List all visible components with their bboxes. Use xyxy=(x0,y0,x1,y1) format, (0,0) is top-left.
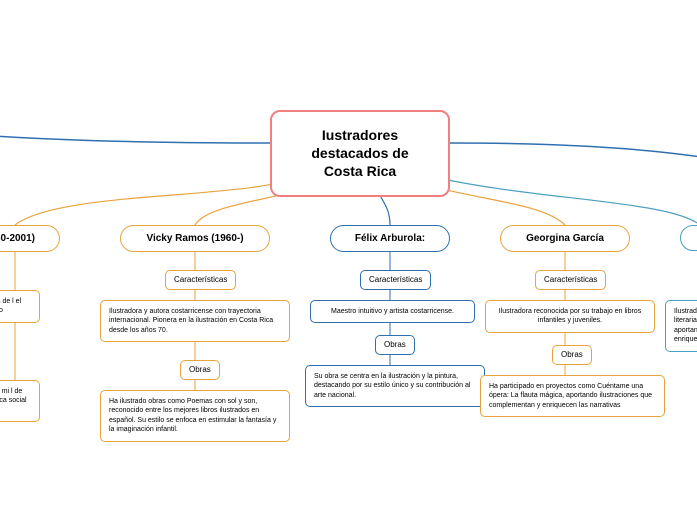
branch-extra[interactable] xyxy=(680,225,697,251)
branch-georgina[interactable]: Georgina García xyxy=(500,225,630,252)
branch-felix-label: Félix Arburola: xyxy=(355,233,425,244)
hugo-desc2: uentos de mi l de Joaquín tica social y … xyxy=(0,380,40,422)
georgina-obras[interactable]: Obras xyxy=(552,345,592,365)
georgina-caracteristicas[interactable]: Características xyxy=(535,270,606,290)
felix-obras[interactable]: Obras xyxy=(375,335,415,355)
vicky-desc2: Ha ilustrado obras como Poemas con sol y… xyxy=(100,390,290,442)
felix-desc1: Maestro intuitivo y artista costarricens… xyxy=(310,300,475,323)
branch-georgina-label: Georgina García xyxy=(526,233,604,244)
root-label: Iustradores destacados de Costa Rica xyxy=(311,127,408,179)
branch-hugo-label: 30-2001) xyxy=(0,233,35,244)
hugo-desc1: icaturistas de l el Semanario xyxy=(0,290,40,323)
branch-hugo[interactable]: 30-2001) xyxy=(0,225,60,252)
branch-vicky-label: Vicky Ramos (1960-) xyxy=(146,233,243,244)
extra-desc1: Ilustradora co literarias com aportando … xyxy=(665,300,697,352)
root-node[interactable]: Iustradores destacados de Costa Rica xyxy=(270,110,450,197)
vicky-caracteristicas[interactable]: Características xyxy=(165,270,236,290)
georgina-desc1: Ilustradora reconocida por su trabajo en… xyxy=(485,300,655,333)
branch-felix[interactable]: Félix Arburola: xyxy=(330,225,450,252)
branch-vicky[interactable]: Vicky Ramos (1960-) xyxy=(120,225,270,252)
vicky-obras[interactable]: Obras xyxy=(180,360,220,380)
felix-caracteristicas[interactable]: Características xyxy=(360,270,431,290)
georgina-desc2: Ha participado en proyectos como Cuéntam… xyxy=(480,375,665,417)
felix-desc2: Su obra se centra en la ilustración y la… xyxy=(305,365,485,407)
vicky-desc1: Ilustradora y autora costarricense con t… xyxy=(100,300,290,342)
connector-layer xyxy=(0,0,697,520)
